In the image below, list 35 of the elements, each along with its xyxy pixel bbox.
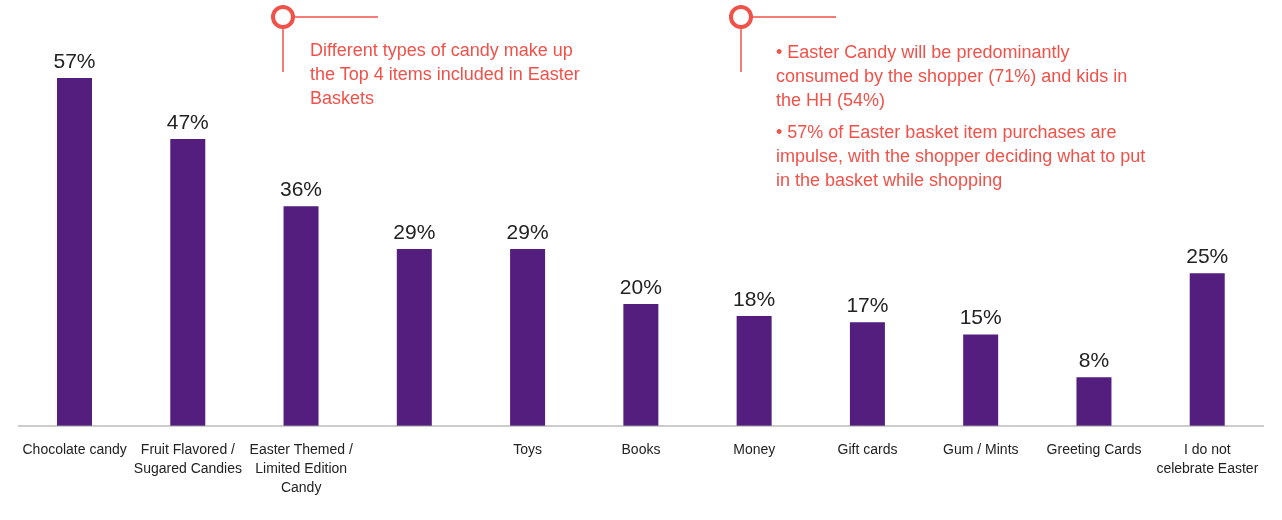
bar	[849, 322, 885, 426]
bar	[963, 334, 999, 426]
bar	[1076, 377, 1112, 426]
data-label: 29%	[393, 219, 436, 243]
data-label: 36%	[280, 177, 323, 201]
x-tick-label: Toys	[513, 441, 543, 457]
data-label: 17%	[846, 293, 889, 317]
bar	[510, 248, 546, 426]
data-label: 18%	[733, 287, 776, 311]
data-label: 25%	[1186, 244, 1229, 268]
bar	[170, 139, 206, 426]
bar	[736, 316, 772, 426]
data-label: 29%	[506, 219, 549, 243]
data-label: 8%	[1078, 348, 1110, 372]
x-tick-label: Fruit Flavored / Sugared Candies	[133, 441, 242, 476]
annotation: Different types of candy make up the Top 4 items included in Easter Baskets	[310, 39, 581, 110]
data-label: 57%	[53, 49, 96, 72]
data-label: 20%	[619, 274, 662, 298]
x-tick-label: Easter Themed / Limited Edition Candy	[249, 441, 353, 495]
bar	[283, 206, 319, 426]
annotation: • Easter Candy will be predominantly consumed by the shopper (71%) and kids in the HH (54%)	[776, 41, 1129, 112]
bar	[623, 303, 659, 426]
x-tick-label: Money	[733, 441, 776, 457]
data-label: 15%	[959, 305, 1002, 329]
x-tick-label: Gum / Mints	[943, 441, 1019, 457]
annotation: • 57% of Easter basket item purchases are impulse, with the shopper deciding what to put in the basket while shopping	[776, 121, 1147, 192]
data-label: 47%	[166, 110, 209, 134]
x-tick-label: Books	[621, 441, 661, 457]
bar	[57, 78, 92, 426]
bar	[396, 248, 432, 426]
x-tick-label: Greeting Cards	[1046, 441, 1142, 457]
x-tick-label: Gift cards	[837, 441, 898, 457]
bar	[1189, 273, 1225, 426]
x-tick-label: I do not celebrate Easter	[1156, 441, 1259, 476]
x-tick-label: Chocolate candy	[22, 441, 127, 457]
